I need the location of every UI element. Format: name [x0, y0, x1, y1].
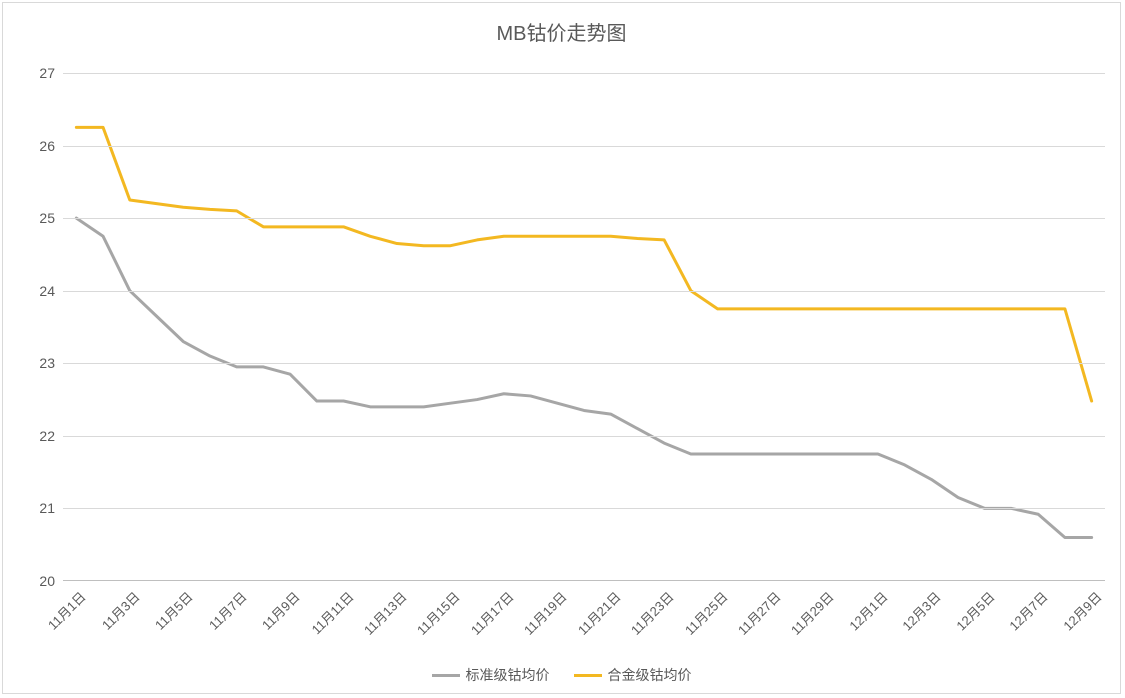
x-tick-label: 11月15日 [412, 587, 464, 639]
chart-svg [63, 73, 1105, 581]
y-tick-label: 22 [39, 428, 55, 444]
x-tick-label: 11月7日 [204, 587, 250, 633]
y-tick-label: 23 [39, 355, 55, 371]
grid-line [63, 73, 1105, 74]
grid-line [63, 436, 1105, 437]
x-tick-label: 11月5日 [150, 587, 196, 633]
series-line [76, 218, 1091, 537]
y-tick-label: 25 [39, 210, 55, 226]
x-tick-label: 12月3日 [898, 587, 945, 634]
grid-line [63, 218, 1105, 219]
legend-label: 合金级钴均价 [608, 665, 692, 685]
x-tick-label: 11月13日 [359, 587, 411, 639]
legend-swatch [574, 674, 602, 677]
x-tick-label: 12月7日 [1004, 587, 1051, 634]
x-tick-label: 11月3日 [97, 587, 143, 633]
chart-frame: MB钴价走势图 202122232425262711月1日11月3日11月5日1… [2, 2, 1121, 694]
legend-item: 标准级钴均价 [432, 665, 550, 685]
y-tick-label: 27 [39, 65, 55, 81]
x-tick-label: 11月21日 [573, 587, 625, 639]
y-tick-label: 26 [39, 138, 55, 154]
x-tick-label: 11月1日 [43, 587, 89, 633]
y-tick-label: 20 [39, 573, 55, 589]
legend-swatch [432, 674, 460, 677]
grid-line [63, 508, 1105, 509]
x-tick-label: 12月5日 [951, 587, 998, 634]
legend-label: 标准级钴均价 [466, 665, 550, 685]
y-tick-label: 24 [39, 283, 55, 299]
x-tick-label: 11月19日 [519, 587, 571, 639]
x-tick-label: 11月9日 [257, 587, 303, 633]
grid-line [63, 146, 1105, 147]
legend: 标准级钴均价 合金级钴均价 [3, 664, 1120, 686]
x-tick-label: 11月17日 [466, 587, 518, 639]
series-line [76, 127, 1091, 401]
x-tick-label: 12月9日 [1058, 587, 1105, 634]
x-tick-label: 11月23日 [626, 587, 678, 639]
legend-item: 合金级钴均价 [574, 665, 692, 685]
x-tick-label: 11月25日 [679, 587, 731, 639]
x-tick-label: 11月27日 [733, 587, 785, 639]
grid-line [63, 291, 1105, 292]
grid-line [63, 363, 1105, 364]
plot-area: 202122232425262711月1日11月3日11月5日11月7日11月9… [63, 73, 1105, 581]
x-tick-label: 12月1日 [844, 587, 891, 634]
x-tick-label: 11月11日 [306, 587, 357, 638]
x-tick-label: 11月29日 [786, 587, 838, 639]
y-tick-label: 21 [39, 500, 55, 516]
chart-title: MB钴价走势图 [3, 17, 1120, 46]
